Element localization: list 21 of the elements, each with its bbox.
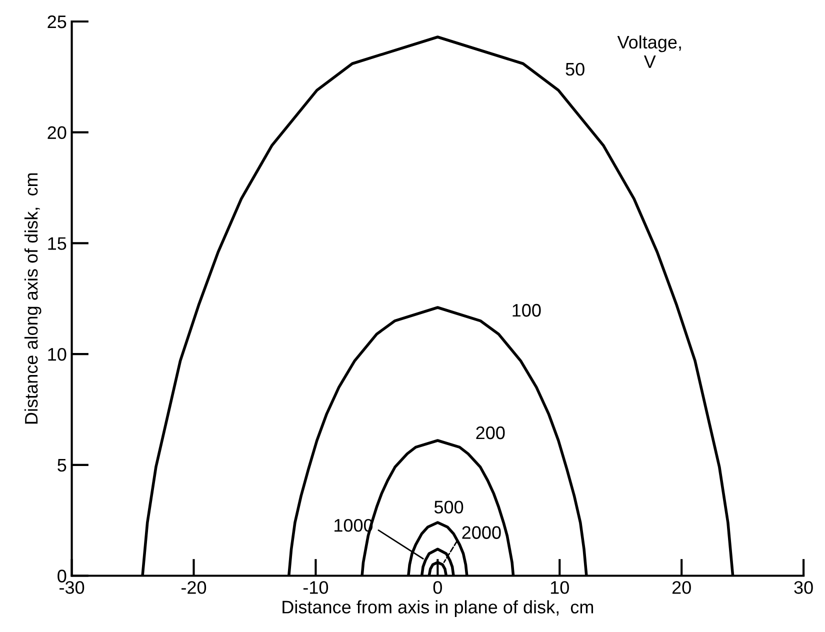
y-tick-label: 10	[48, 348, 66, 361]
legend-title: Voltage, V	[617, 35, 681, 68]
series-label: 2000	[462, 526, 501, 539]
x-tick-label: 10	[550, 581, 569, 594]
series-label: 100	[512, 304, 541, 317]
y-axis-title: Distance along axis of disk, cm	[24, 173, 42, 424]
x-tick-label: -20	[181, 581, 206, 594]
y-tick-label: 25	[48, 15, 66, 28]
x-tick-label: 30	[794, 581, 813, 594]
y-tick-label: 20	[48, 126, 66, 140]
y-tick-label: 5	[58, 459, 66, 472]
series-label: 500	[434, 500, 464, 514]
x-tick-label: 20	[672, 581, 691, 594]
x-tick-label: 0	[433, 581, 442, 594]
y-tick-label: 15	[48, 237, 66, 250]
x-tick-label: -10	[303, 581, 328, 594]
y-tick-label: 0	[58, 570, 66, 582]
x-axis-title: Distance from axis in plane of disk, cm	[282, 600, 594, 618]
series-label: 50	[566, 62, 584, 76]
series-label: 200	[476, 426, 505, 440]
x-tick-label: -30	[60, 581, 84, 594]
